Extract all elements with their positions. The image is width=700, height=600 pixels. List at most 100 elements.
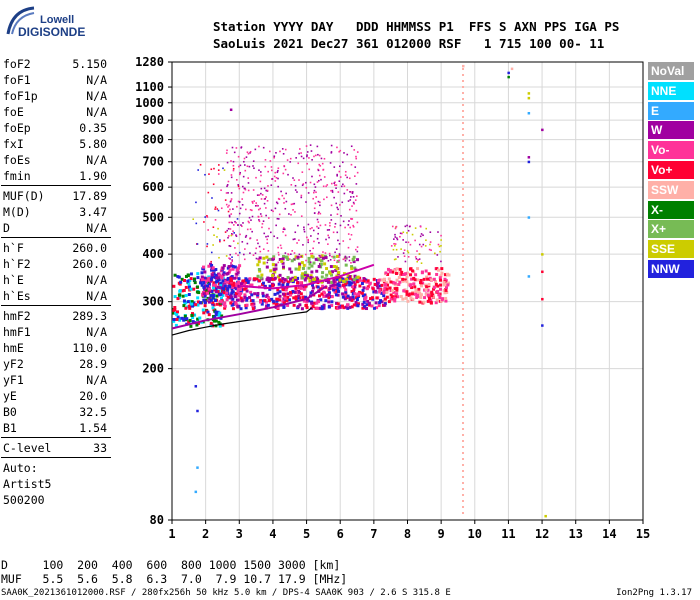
echo-point [304,271,308,275]
echo-point [388,270,392,274]
echo-point [433,252,436,255]
echo-point [318,242,320,244]
echo-point [348,256,351,258]
echo-point [327,305,331,309]
echo-point [227,210,230,213]
echo-point [207,278,211,282]
echo-point [291,278,295,282]
echo-point [270,209,273,212]
echo-point [288,213,290,215]
isolated-echo [194,385,198,388]
echo-point [252,165,254,167]
echo-point [231,260,234,263]
echo-point [230,198,233,200]
echo-point [287,173,289,176]
echo-point [332,279,336,283]
echo-point [184,294,188,298]
echo-point [342,285,346,289]
echo-point [301,171,304,173]
echo-point [248,165,251,168]
echo-point [202,298,206,302]
echo-point [226,161,229,164]
echo-point [233,276,237,280]
echo-point [358,284,362,288]
echo-point [330,219,333,221]
echo-point [380,283,384,287]
echo-point [307,276,311,280]
echo-point [225,298,229,302]
echo-point [403,249,406,252]
echo-point [395,225,398,228]
echo-point [319,298,323,302]
echo-point [383,299,387,303]
echo-point [296,296,300,300]
marker-dot [462,380,465,382]
echo-point [343,294,347,298]
echo-point [228,245,231,247]
echo-point [350,290,354,294]
y-tick-label: 700 [142,155,164,169]
echo-point [217,169,220,171]
echo-point [199,163,202,166]
echo-point [439,283,443,287]
echo-point [330,182,333,185]
echo-point [212,294,216,298]
echo-point [271,178,274,180]
echo-point [210,275,214,279]
echo-point [418,258,421,260]
echo-point [393,296,397,300]
x-tick-label: 3 [236,527,243,541]
echo-point [283,278,287,282]
param-value: 0.35 [79,121,107,135]
echo-point [232,230,234,233]
echo-point [234,287,238,291]
echo-point [348,305,352,309]
echo-point [324,299,328,303]
param-value: 20.0 [79,389,107,403]
echo-point [184,274,188,278]
echo-point [247,177,250,179]
echo-point [320,255,322,257]
echo-point [356,302,360,306]
echo-point [401,232,403,235]
echo-point [236,305,240,309]
echo-point [231,267,235,271]
echo-point [419,293,423,297]
echo-point [276,288,280,292]
echo-point [294,278,298,282]
echo-point [411,269,415,273]
echo-point [282,265,286,269]
echo-point [263,202,266,205]
param-label: foE [3,105,24,119]
echo-point [364,278,368,282]
echo-point [255,202,258,204]
echo-point [343,297,347,301]
echo-point [354,276,358,280]
echo-point [255,247,258,250]
echo-point [210,168,213,171]
echo-point [209,294,213,298]
echo-point [188,306,192,310]
echo-point [260,192,262,195]
echo-point [214,206,217,209]
echo-point [251,202,254,204]
echo-point [214,313,218,317]
echo-point [320,259,324,263]
y-tick-label: 80 [150,513,164,527]
echo-point [219,239,221,241]
echo-point [201,276,205,280]
trace-upper [239,263,375,290]
echo-point [228,257,230,260]
echo-point [258,220,261,223]
echo-point [218,256,220,259]
echo-point [210,264,214,268]
echo-point [388,286,392,290]
param-label: M(D) [3,205,31,219]
echo-point [408,284,412,288]
echo-point [319,165,322,167]
echo-point [310,264,314,268]
echo-point [247,152,250,155]
echo-point [177,275,181,279]
echo-point [406,299,410,303]
echo-point [360,282,364,286]
